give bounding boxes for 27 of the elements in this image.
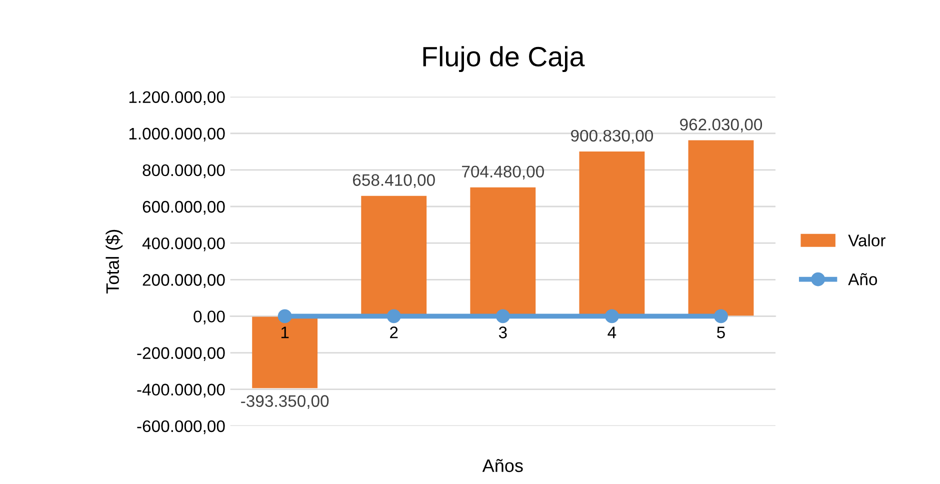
data-label: 704.480,00: [462, 166, 544, 180]
data-label: 900.830,00: [571, 130, 653, 144]
y-axis-title: Total ($): [105, 230, 123, 294]
x-tick-label: 2: [390, 326, 398, 338]
y-tick-label: 800.000,00: [142, 164, 225, 178]
y-tick-label: -200.000,00: [137, 347, 225, 361]
x-tick-label: 5: [717, 326, 725, 338]
y-tick-label: -400.000,00: [137, 384, 225, 398]
data-label: -393.350,00: [241, 395, 329, 409]
y-tick-label: 0,00: [194, 310, 225, 324]
legend-label: Valor: [848, 234, 886, 246]
y-tick-label: 600.000,00: [142, 200, 225, 215]
bar: [688, 140, 754, 316]
data-label: 658.410,00: [353, 174, 435, 188]
chart-title: Flujo de Caja: [423, 46, 585, 72]
y-tick-label: 400.000,00: [142, 237, 225, 252]
bar: [252, 316, 318, 388]
x-tick-label: 4: [608, 326, 616, 338]
legend-label: Año: [848, 273, 878, 286]
y-tick-label: 1.000.000,00: [129, 128, 225, 142]
x-axis-title: Años: [482, 458, 523, 472]
y-tick-label: -600.000,00: [137, 420, 225, 434]
x-tick-label: 3: [498, 326, 507, 338]
x-tick-label: 1: [281, 326, 289, 338]
y-tick-label: 1.200.000,00: [129, 91, 225, 105]
y-tick-label: 200.000,00: [142, 274, 225, 288]
data-label: 962.030,00: [680, 118, 762, 132]
